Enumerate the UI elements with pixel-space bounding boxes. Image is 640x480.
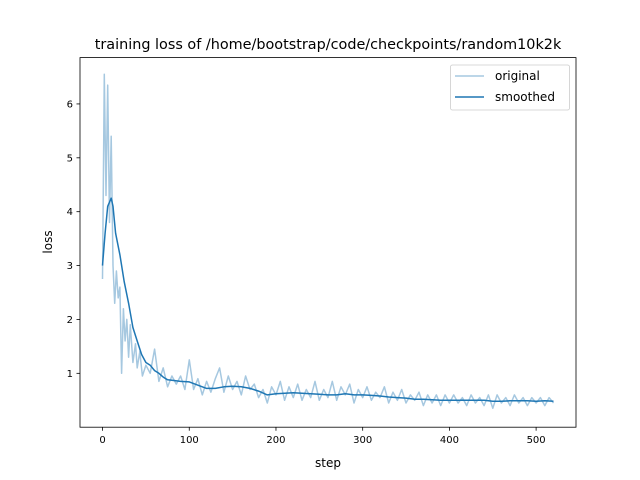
y-tick-label: 2	[67, 315, 73, 326]
plot-frame	[79, 57, 577, 428]
y-tick-label: 1	[67, 369, 73, 380]
series-line-smoothed	[101, 197, 554, 403]
series-layer	[101, 73, 555, 410]
x-axis-label: step	[315, 456, 341, 470]
legend-label-original: original	[495, 69, 540, 83]
y-tick-label: 6	[67, 99, 73, 110]
x-tick-label: 100	[180, 435, 199, 446]
y-tick-label: 4	[67, 207, 73, 218]
x-tick-label: 200	[266, 435, 285, 446]
legend: original smoothed	[450, 64, 570, 111]
x-tick-label: 0	[99, 435, 105, 446]
y-tick-label: 5	[67, 153, 73, 164]
ticks-layer: 0 100 200 300 400 500 1 2 3 4 5 6	[67, 99, 546, 446]
x-tick-label: 500	[527, 435, 546, 446]
x-tick-label: 400	[440, 435, 459, 446]
y-axis-label: loss	[41, 230, 55, 253]
x-tick-label: 300	[353, 435, 372, 446]
y-tick-label: 3	[67, 261, 73, 272]
chart-title: training loss of /home/bootstrap/code/ch…	[95, 37, 562, 53]
legend-label-smoothed: smoothed	[495, 90, 555, 104]
series-line-original	[101, 73, 555, 410]
